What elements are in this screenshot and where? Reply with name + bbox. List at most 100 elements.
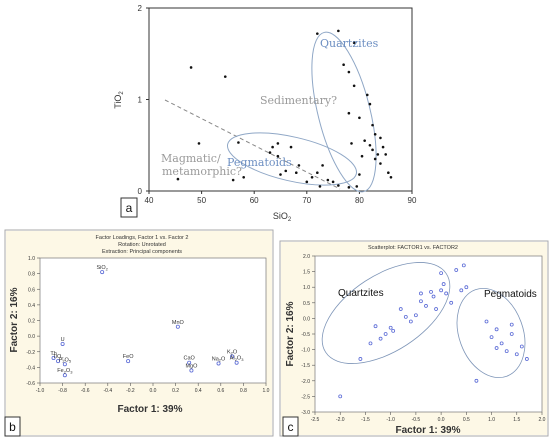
panel-c-y-tick-label: 0.0	[303, 316, 310, 322]
panel-a-points	[176, 29, 393, 189]
panel-b-y-tick-label: 0.6	[28, 287, 35, 293]
panel-b-y-tick-label: 0.2	[28, 319, 35, 325]
panel-c-x-tick-label: 1.0	[488, 417, 495, 423]
panel-a-data-point	[376, 153, 380, 156]
panel-a-data-point	[350, 142, 353, 145]
panel-a-x-axis-label: SiO2	[273, 211, 292, 223]
panel-b-x-ticks: -1.0 -0.8 -0.6 -0.4 -0.2 0.0 0.2 0.4 0.6 0.8 1.0	[36, 383, 270, 394]
panel-b-x-axis-label: Factor 1: 39%	[117, 404, 182, 415]
panel-c-data-point	[434, 307, 438, 311]
panel-a-data-point	[337, 184, 340, 187]
panel-c-x-tick-label: -2.0	[336, 417, 345, 423]
panel-b-tag-box	[4, 416, 21, 437]
annotation-quartzites-c: Quartzites	[338, 288, 384, 299]
panel-a-x-tick-label: 60	[250, 196, 259, 205]
panel-a-plot-frame	[148, 7, 413, 192]
panel-c-data-point	[461, 263, 466, 268]
panel-a-data-point	[371, 123, 374, 127]
panel-c-points	[338, 263, 529, 399]
panel-b-point-label: FeO	[123, 354, 134, 360]
panel-b-data-point	[62, 373, 67, 378]
panel-b-point-label: TiO2	[53, 354, 65, 360]
panel-a-y-axis-label: TiO2	[113, 91, 125, 109]
panel-c-y-tick-label: 2.0	[303, 254, 310, 260]
panel-a-data-point	[381, 145, 385, 149]
annotation-magmatic: Magmatic/	[161, 152, 221, 165]
panel-c-x-ticks: -2.5 -2.0 -1.5 -1.0 -0.5 0.0 0.5 1.0 1.5 2.0	[311, 412, 546, 423]
annotation-quartzites-a: Quartzites	[320, 37, 379, 50]
panel-b-point-label: SiO2	[96, 265, 108, 271]
annotation-metamorphic: metamorphic?	[162, 165, 242, 178]
panel-b-point-label: Na2O	[212, 356, 226, 362]
panel-a-x-tick-label: 90	[408, 196, 417, 205]
panel-a-data-point	[268, 151, 272, 154]
panel-a-data-point	[223, 75, 227, 78]
panel-c-tag: c	[288, 420, 294, 434]
panel-b-title-line-2: Rotation: Unrotated	[118, 242, 166, 248]
pegmatoids-ellipse-c	[456, 288, 526, 378]
panel-c-data-point	[429, 289, 433, 294]
panel-c-x-tick-label: 1.5	[513, 417, 520, 423]
panel-c-y-ticks: 2.0 1.5 1.0 0.5 0.0 -0.5 -1.0 -1.5 -2.0 -2.5 -3.0	[301, 254, 315, 416]
panel-a-data-point	[237, 141, 240, 144]
panel-b-data-point	[62, 362, 67, 367]
panel-a-data-point	[379, 136, 382, 140]
panel-b-data-point	[216, 361, 221, 366]
annotation-sedimentary: Sedimentary?	[260, 94, 337, 107]
panel-c-data-point	[431, 294, 436, 299]
panel-a-data-point	[231, 178, 235, 182]
panel-a-data-point	[352, 84, 356, 88]
panel-a-y-tick-label: 0	[138, 187, 143, 196]
panel-c-data-point	[459, 288, 464, 293]
panel-a-data-point	[297, 164, 301, 167]
panel-a-x-tick-label: 80	[355, 196, 364, 205]
panel-a-data-point	[360, 154, 364, 158]
panel-b-x-tick-label: 0.4	[195, 388, 202, 394]
panel-a-data-point	[271, 145, 274, 149]
panel-b-y-tick-label: 0.4	[28, 303, 35, 309]
panel-a-x-tick-label: 70	[302, 196, 311, 205]
panel-b-point-label: MgO	[185, 364, 198, 370]
panel-a-data-point	[189, 66, 193, 69]
panel-b-x-tick-label: -0.4	[103, 388, 112, 394]
panel-a-data-point	[358, 116, 361, 120]
panel-c-plot-area	[314, 255, 543, 413]
panel-c-data-point	[388, 325, 393, 330]
panel-a-data-point	[368, 143, 372, 147]
panel-a-data-point	[279, 173, 282, 176]
panel-a-data-point	[310, 175, 314, 179]
panel-c-data-point	[489, 335, 494, 340]
panel-a-data-point	[176, 177, 180, 181]
panel-c-data-point	[449, 300, 454, 305]
annotation-pegmatoids-c: Pegmatoids	[484, 289, 537, 300]
panel-c-x-tick-label: 2.0	[539, 417, 546, 423]
panel-c-data-point	[391, 328, 396, 333]
panel-c-data-point	[439, 271, 444, 276]
panel-c-x-tick-label: 0.0	[438, 417, 445, 423]
panel-b-y-ticks: 1.0 0.8 0.6 0.4 0.2 0.0 -0.2 -0.4 -0.6	[26, 256, 40, 387]
panel-b-data-point	[100, 270, 105, 275]
panel-a-data-point	[368, 102, 372, 106]
panel-a-data-point	[316, 171, 319, 174]
panel-a-data-point	[276, 154, 280, 158]
panel-b-data-point	[234, 360, 239, 365]
panel-a-data-point	[342, 63, 345, 67]
panel-b-point-label: CaO	[184, 356, 196, 362]
panel-c-data-point	[439, 288, 444, 293]
panel-a-data-point	[316, 32, 319, 35]
panel-b-data-point	[126, 359, 131, 364]
panel-a-data-point	[384, 153, 388, 156]
panel-c-data-point	[504, 349, 509, 354]
panel-a-data-point	[331, 180, 335, 184]
panel-c-data-point	[368, 341, 373, 346]
panel-a-data-point	[294, 171, 298, 174]
panel-a-data-point	[352, 41, 356, 45]
panel-b-y-axis-label: Factor 2: 16%	[9, 287, 20, 352]
panel-c-y-tick-label: -2.0	[301, 379, 310, 385]
panel-b-y-tick-label: -0.2	[26, 350, 35, 356]
panel-a-data-point	[276, 142, 280, 145]
panel-c-data-point	[419, 299, 423, 304]
panel-c-data-point	[514, 352, 519, 357]
panel-c-data-point	[398, 307, 403, 311]
